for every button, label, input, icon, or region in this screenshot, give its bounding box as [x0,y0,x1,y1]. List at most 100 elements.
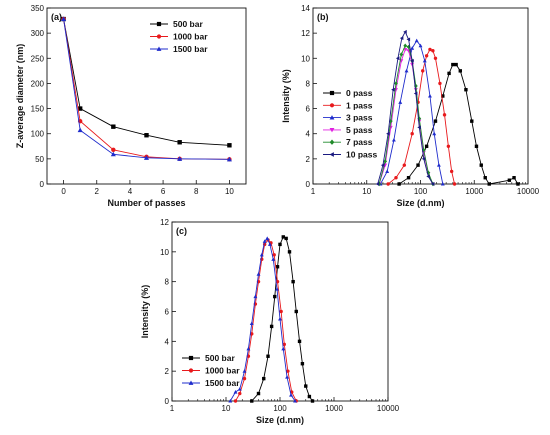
data-point [279,309,283,314]
data-point [273,294,277,299]
data-point [424,54,429,58]
data-point [442,113,447,117]
y-tick-label: 0 [40,180,45,189]
legend-marker [329,152,334,157]
chart-panel-2: 1 10 100 1000 10000 0 2 4 6 8 10 12 14 Size (d.nm) Int… [281,4,540,208]
legend-marker [156,34,162,39]
legend-label: 500 bar [173,19,203,29]
data-point [399,52,404,57]
data-point [286,369,290,373]
series-line [63,18,230,146]
data-point [516,182,520,186]
data-point [470,119,474,123]
data-point [451,62,455,67]
legend-label: 3 pass [346,113,373,123]
series-1-pass [386,47,457,186]
data-point [410,132,414,136]
legend-marker [329,139,335,145]
data-point [233,399,238,403]
data-point [483,176,487,180]
x-tick-label: 1000 [325,404,343,413]
legend-marker [188,355,194,361]
data-point [237,387,242,391]
data-point [143,155,150,160]
x-axis-label: Size (d.nm) [256,415,304,425]
y-tick-label: 50 [35,155,44,164]
y-tick-label: 8 [165,278,170,287]
data-point [293,398,298,403]
y-tick-label: 6 [165,308,170,317]
x-tick-label: 0 [61,187,66,196]
y-tick-label: 2 [306,155,311,164]
data-point [449,169,454,174]
legend-label: 0 pass [346,88,373,98]
y-tick-label: 300 [31,29,45,38]
data-point [249,321,254,325]
y-tick-label: 0 [306,180,311,189]
data-point [438,81,442,86]
legend-label: 1 pass [346,100,373,110]
x-tick-label: 10000 [517,187,540,196]
data-point [447,71,451,76]
data-point [454,62,458,67]
data-point [111,124,116,129]
data-point [383,159,388,164]
legend-label: 10 pass [346,150,377,160]
x-tick-label: 10 [225,187,234,196]
x-tick-label: 10000 [377,404,400,413]
data-point [399,36,404,41]
data-point [398,100,403,104]
data-point [410,46,415,50]
x-axis-label: Number of passes [107,198,185,208]
data-point [242,369,247,373]
legend-marker [188,368,194,373]
legend: 500 bar 1000 bar 1500 bar [150,19,208,54]
data-point [402,163,407,167]
data-point [281,346,286,351]
legend-label: 1000 bar [173,32,208,42]
data-point [275,279,280,284]
data-point [452,182,457,186]
data-point [256,391,261,396]
data-point [413,91,418,96]
chart-panel-3: 1 10 100 1000 10000 0 2 4 6 8 10 12 Size (d.nm) Inten… [140,218,400,425]
data-point [512,176,516,180]
data-point [386,182,390,186]
data-point [289,392,293,397]
data-point [464,88,468,92]
legend-marker [329,128,335,133]
data-point [375,182,380,186]
data-point [256,272,261,276]
series-10-pass [375,29,435,186]
data-point [424,144,429,148]
data-point [285,375,289,379]
y-tick-label: 2 [165,367,170,376]
data-point [272,253,276,257]
data-point [507,178,512,182]
data-point [111,147,116,153]
data-point [403,29,407,34]
x-tick-label: 6 [161,187,166,196]
data-point [422,58,427,63]
data-point [294,309,298,314]
series-1500-bar [61,16,232,162]
legend-marker [329,90,335,96]
data-point [458,69,462,73]
data-point [228,398,233,403]
data-point [446,144,451,148]
x-tick-label: 2 [95,187,100,196]
legend-label: 1000 bar [205,366,240,376]
data-point [397,182,401,186]
data-point [414,38,419,43]
data-point [386,131,390,136]
data-point [77,127,83,133]
data-point [431,49,435,53]
y-tick-label: 4 [306,130,311,139]
y-tick-label: 350 [31,4,45,13]
data-point [271,257,276,261]
panel-label: (b) [317,12,329,22]
data-point [233,390,238,394]
y-tick-label: 200 [31,79,45,88]
